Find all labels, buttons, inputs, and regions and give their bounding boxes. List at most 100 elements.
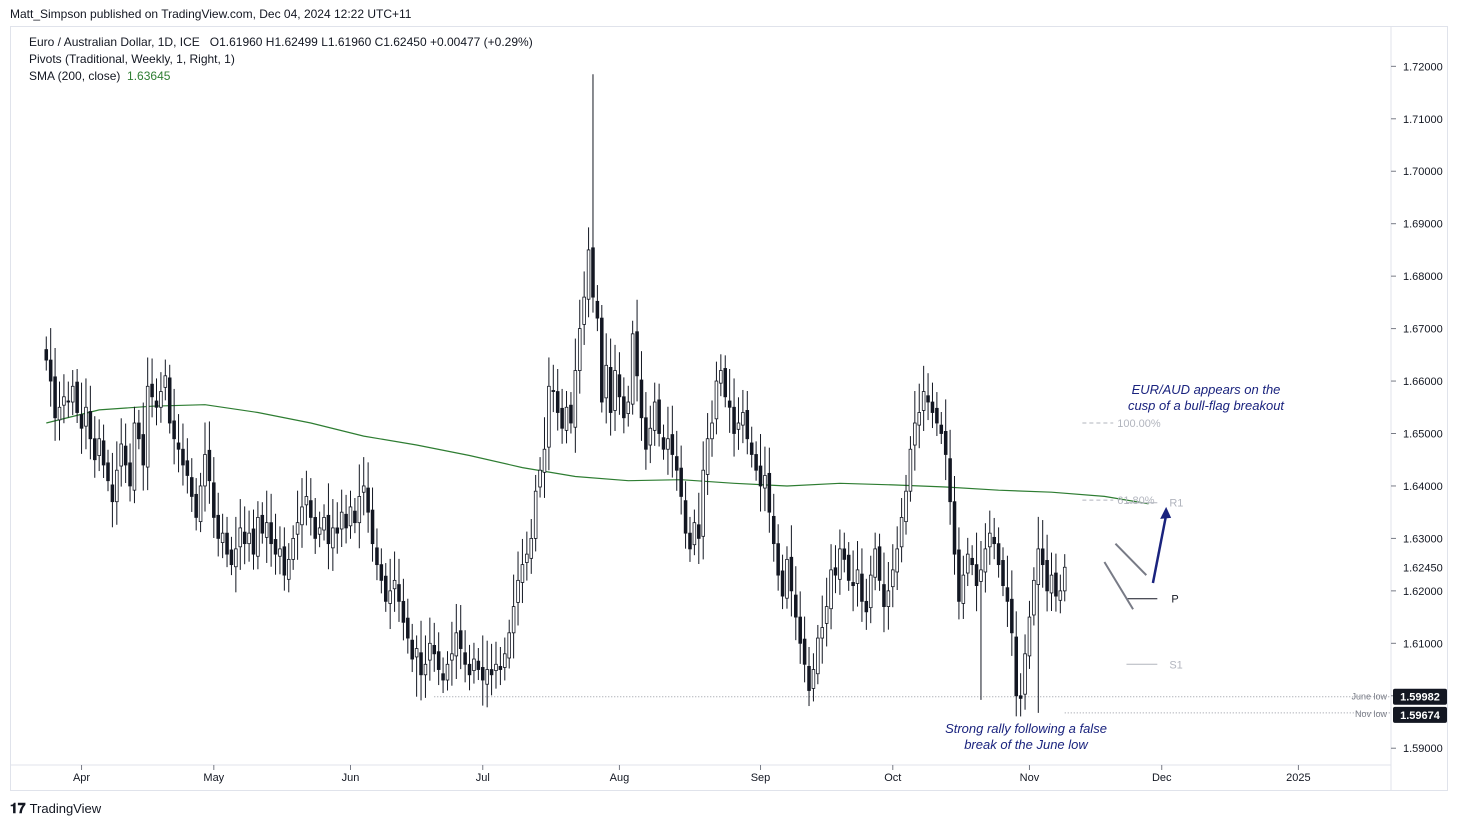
tradingview-footer[interactable]: 𝟏𝟕 TradingView (10, 800, 101, 817)
candle-body (591, 247, 595, 298)
rally-note-line2: break of the June low (964, 737, 1088, 752)
candle-body (613, 370, 617, 411)
candle-body (577, 328, 582, 371)
candle-body (754, 454, 758, 471)
candle-body (414, 648, 419, 658)
candle-body (467, 663, 472, 676)
candle-body (820, 627, 825, 639)
candle-body (212, 482, 216, 518)
candle-body (511, 606, 516, 634)
candle-body (88, 411, 93, 440)
candle-body (507, 632, 511, 659)
nov-low-badge: 1.59674 (1400, 710, 1441, 722)
candle-body (485, 669, 489, 685)
candle-body (608, 367, 613, 413)
candle-body (176, 442, 181, 450)
candle-body (666, 438, 670, 450)
x-tick-label: Oct (884, 772, 901, 784)
legend-symbol: Euro / Australian Dollar, 1D, ICE O1.619… (29, 35, 533, 49)
candle-body (128, 462, 132, 487)
candle-body (926, 395, 930, 403)
y-tick-label: 1.70000 (1403, 166, 1443, 178)
candle-body (860, 573, 864, 602)
candle-body (269, 522, 273, 545)
candle-body (988, 532, 992, 548)
chart-canvas[interactable]: 1.590001.600001.610001.620001.630001.640… (11, 27, 1447, 790)
candle-body (697, 524, 701, 539)
candle-body (899, 517, 904, 548)
candle-body (366, 487, 370, 513)
nov-low-label: Nov low (1355, 709, 1388, 719)
candle-body (1001, 560, 1005, 587)
candle-body (273, 539, 278, 555)
candle-body (1045, 560, 1049, 592)
y-tick-label: 1.67000 (1403, 324, 1443, 336)
candle-body (194, 493, 198, 518)
candle-body (101, 440, 106, 466)
candle-body (877, 546, 882, 581)
candle-body (57, 406, 62, 421)
candle-body (480, 667, 485, 681)
candle-body (216, 514, 220, 539)
x-tick-label: Sep (751, 772, 771, 784)
candle-body (1058, 590, 1063, 601)
candle-body (525, 553, 529, 563)
candle-body (948, 458, 952, 503)
candle-body (260, 514, 265, 534)
flag-upper-line (1114, 542, 1148, 576)
candle-body (921, 391, 926, 411)
legend-sma-label: SMA (200, close) (29, 69, 121, 83)
candle-body (264, 522, 269, 538)
candle-body (520, 564, 525, 583)
candle-body (652, 401, 657, 431)
candle-body (79, 414, 84, 429)
legend-sma-value: 1.63645 (127, 69, 171, 83)
candle-body (939, 424, 944, 434)
candle-body (62, 396, 66, 406)
candle-body (846, 554, 851, 581)
bull-flag-note: EUR/AUD appears on the cusp of a bull-fl… (1096, 382, 1316, 414)
candle-body (115, 469, 119, 503)
candle-body (379, 564, 384, 581)
candle-body (705, 438, 710, 475)
x-tick-label: Jun (342, 772, 360, 784)
candle-body (93, 438, 97, 461)
candle-body (996, 543, 1001, 566)
candle-body (247, 532, 251, 545)
candle-body (406, 617, 410, 639)
candle-body (529, 538, 534, 559)
candle-body (538, 469, 542, 488)
candle-body (1040, 548, 1045, 566)
candle-body (970, 557, 974, 566)
candle-body (397, 584, 401, 602)
candle-body (361, 485, 366, 493)
candle-body (886, 590, 891, 607)
candle-body (564, 406, 569, 431)
candle-body (326, 514, 331, 545)
candle-body (238, 527, 243, 548)
breakout-arrow-shaft (1151, 514, 1168, 584)
y-tick-label: 1.71000 (1403, 114, 1443, 126)
candle-body (811, 669, 816, 689)
y-tick-label: 1.64000 (1403, 481, 1443, 493)
candle-body (1018, 695, 1023, 699)
fib-618-label: 61.80% (1117, 495, 1155, 507)
candle-body (295, 522, 300, 535)
candle-body (661, 437, 666, 450)
candle-body (771, 515, 776, 545)
pivot-p-label: P (1171, 594, 1178, 606)
candle-body (935, 407, 939, 424)
candle-body (48, 359, 53, 382)
chart-frame[interactable]: 1.590001.600001.610001.620001.630001.640… (10, 26, 1448, 791)
candle-body (644, 417, 648, 450)
candle-body (851, 582, 855, 587)
june-low-label: June low (1351, 692, 1387, 702)
candle-body (688, 532, 692, 550)
candle-body (498, 665, 503, 670)
candle-body (855, 569, 860, 584)
candle-body (741, 412, 745, 426)
legend-sma: SMA (200, close) 1.63645 (29, 69, 170, 83)
candle-body (423, 663, 428, 676)
x-tick-label: May (203, 772, 224, 784)
candle-body (710, 422, 714, 440)
